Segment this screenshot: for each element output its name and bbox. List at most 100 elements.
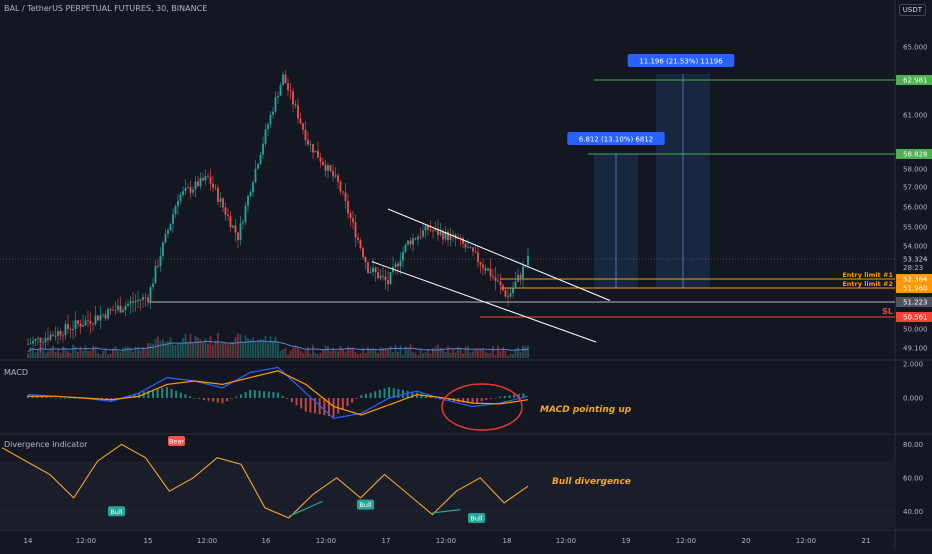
macd-tick-label-1: 0.000 [903, 395, 923, 403]
candle-body [312, 144, 314, 153]
candle-body [127, 303, 129, 306]
divergence-marker-2: Bull [359, 501, 371, 509]
candle-body [432, 230, 434, 232]
candle-body [159, 256, 162, 266]
volume-bar [457, 346, 459, 358]
candle-body [174, 206, 177, 215]
candle-body [64, 324, 67, 336]
volume-bar [52, 345, 54, 358]
volume-bar [337, 351, 339, 358]
volume-bar [307, 346, 309, 358]
price-tick-label-1: 61.000 [903, 112, 928, 120]
volume-bar [397, 351, 399, 358]
volume-bar [494, 354, 497, 358]
volume-bar [84, 345, 87, 358]
volume-bar [32, 347, 34, 358]
volume-bar [199, 339, 202, 358]
volume-bar [469, 352, 472, 358]
macd-histogram-bar [226, 398, 229, 402]
volume-bar [64, 347, 67, 358]
candle-body [244, 205, 247, 223]
volume-bar [437, 344, 439, 358]
volume-bar [492, 345, 494, 358]
volume-bar [227, 344, 229, 358]
volume-bar [192, 342, 194, 358]
macd-histogram-bar [300, 398, 303, 409]
volume-bar [449, 352, 452, 358]
macd-histogram-bar [165, 387, 168, 398]
candle-body [304, 129, 307, 141]
macd-histogram-bar [397, 388, 400, 398]
macd-histogram-bar [499, 396, 502, 398]
macd-histogram-bar [277, 392, 279, 398]
candle-body [77, 320, 79, 324]
macd-histogram-bar [221, 398, 224, 404]
candle-body [259, 154, 262, 165]
currency-badge[interactable]: USDT [898, 4, 926, 16]
candle-body [142, 296, 144, 300]
volume-bar [404, 346, 407, 358]
candle-body [169, 223, 172, 231]
macd-histogram-bar [522, 393, 525, 398]
candle-body [189, 187, 192, 193]
candle-body [272, 111, 274, 115]
candle-body [349, 213, 352, 219]
macd-histogram-bar [272, 392, 275, 398]
volume-bar [312, 344, 314, 358]
candle-body [502, 285, 504, 291]
volume-bar [264, 335, 267, 358]
candle-body [242, 222, 244, 224]
price-tick-label-3: 57.000 [903, 184, 928, 192]
candle-body [359, 239, 362, 248]
candle-body [72, 328, 74, 331]
volume-bar [274, 336, 277, 358]
level-tag-entry-limit-1: 52.384 [903, 276, 928, 284]
candle-body [297, 105, 299, 119]
macd-highlight-circle [441, 383, 523, 431]
volume-bar [107, 353, 109, 358]
macd-histogram-bar [429, 396, 432, 398]
candle-body [287, 83, 289, 90]
volume-bar [339, 345, 342, 358]
time-tick-label-6: 17 [382, 537, 391, 545]
volume-bar [497, 345, 499, 358]
macd-histogram-bar [202, 398, 205, 400]
volume-bar [479, 349, 482, 358]
volume-bar [72, 344, 74, 358]
volume-bar [144, 348, 147, 358]
volume-bar [422, 353, 424, 358]
macd-histogram-bar [73, 398, 76, 399]
volume-bar [277, 342, 279, 358]
candle-body [467, 247, 469, 249]
macd-histogram-bar [133, 393, 136, 398]
candle-body [137, 299, 139, 302]
divergence-marker-bg [168, 436, 185, 447]
macd-histogram-bar [295, 398, 298, 406]
candle-body [332, 171, 334, 177]
volume-bar [149, 343, 152, 358]
volume-bar [297, 347, 299, 358]
volume-bar [409, 344, 412, 358]
volume-bar [357, 354, 359, 358]
volume-layer [27, 332, 529, 358]
candle-body [182, 191, 184, 195]
candle-body [294, 104, 297, 106]
volume-bar [314, 353, 317, 358]
volume-bar [524, 346, 527, 358]
volume-bar [322, 349, 324, 358]
candle-body [494, 277, 497, 281]
volume-bar [37, 349, 39, 358]
macd-histogram-bar [448, 398, 451, 402]
macd-histogram-bar [327, 398, 330, 417]
volume-bar [289, 350, 292, 358]
candle-body [107, 308, 109, 319]
volume-bar [104, 349, 107, 358]
volume-bar [77, 352, 79, 358]
macd-annotation: MACD pointing up [540, 405, 632, 415]
price-tick-label-0: 65.000 [903, 44, 928, 52]
candle-body [344, 192, 347, 201]
candle-body [164, 234, 167, 243]
target-2-label: 11.196 (21.53%) 11196 [639, 58, 723, 66]
macd-histogram-bar [193, 398, 196, 399]
